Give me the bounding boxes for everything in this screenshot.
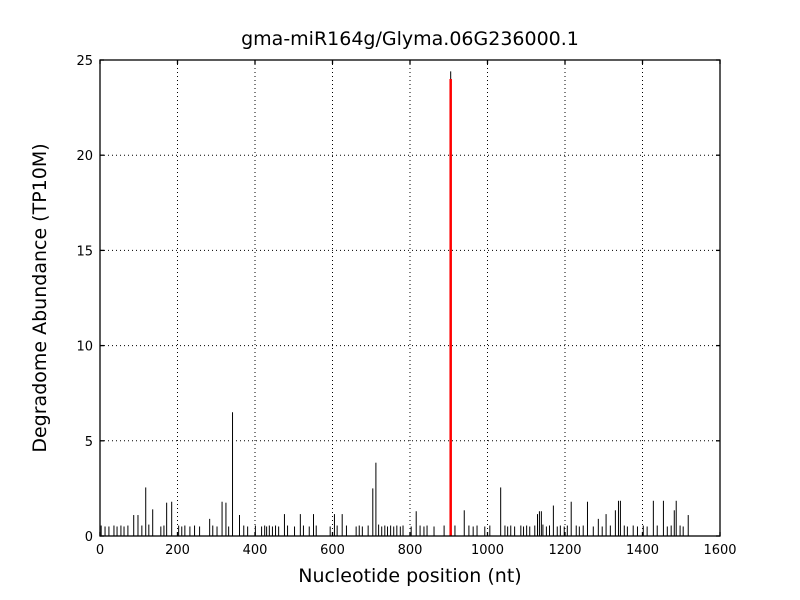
x-tick-label: 0 [96,543,104,558]
x-tick-label: 800 [398,543,423,558]
x-tick-label: 1600 [703,543,736,558]
y-tick-label: 0 [85,530,93,545]
x-tick-label: 400 [243,543,268,558]
x-tick-label: 200 [165,543,190,558]
y-tick-label: 20 [76,149,93,164]
x-tick-label: 1200 [548,543,581,558]
chart-title: gma-miR164g/Glyma.06G236000.1 [241,28,579,50]
y-tick-label: 25 [76,54,93,69]
y-tick-label: 10 [76,340,93,355]
x-tick-label: 1400 [626,543,659,558]
y-axis-label: Degradome Abundance (TP10M) [29,143,51,453]
y-tick-label: 5 [85,435,93,450]
x-tick-label: 1000 [471,543,504,558]
x-tick-label: 600 [320,543,345,558]
x-axis-label: Nucleotide position (nt) [298,565,522,587]
y-tick-label: 15 [76,244,93,259]
